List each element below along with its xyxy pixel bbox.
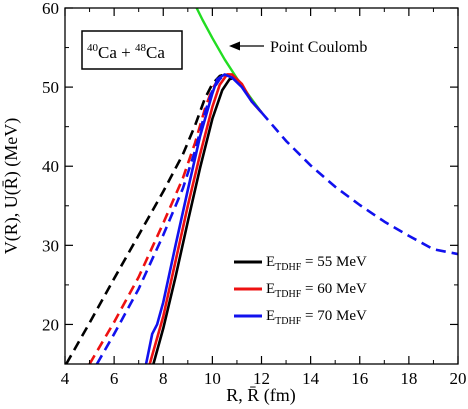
system-a-element: Ca	[98, 43, 117, 62]
system-b-element: Ca	[146, 43, 165, 62]
legend-entry-70: ETDHF = 70 MeV	[234, 308, 367, 327]
y-tick-label: 20	[42, 315, 59, 334]
legend-label-60-value: = 60 MeV	[301, 281, 367, 297]
legend-label-60-sub: TDHF	[275, 289, 302, 300]
x-tick-label: 16	[351, 369, 368, 388]
legend-label-55-value: = 55 MeV	[301, 254, 367, 270]
x-tick-label: 20	[450, 369, 467, 388]
x-tick-label: 14	[302, 369, 320, 388]
x-tick-label: 8	[159, 369, 168, 388]
system-label-box	[81, 30, 183, 70]
legend-label-55: ETDHF = 55 MeV	[266, 254, 367, 273]
series-line-red-solid	[148, 73, 263, 364]
system-label: 40Ca + 48Ca	[81, 30, 183, 70]
legend-label-60: ETDHF = 60 MeV	[266, 281, 367, 300]
tick-layer: 4 6 8 10 12 14 16 18 20 20 30 40 50 60	[42, 0, 467, 388]
legend-label-70-value: = 70 MeV	[301, 308, 367, 324]
x-tick-label: 18	[400, 369, 417, 388]
system-plus: +	[117, 43, 135, 62]
legend-entry-60: ETDHF = 60 MeV	[234, 281, 367, 300]
legend-label-70: ETDHF = 70 MeV	[266, 308, 367, 327]
x-axis-label: R, R̄ (fm)	[226, 385, 296, 406]
x-tick-label: 12	[253, 369, 270, 388]
y-axis-label: V(R), U(R̄) (MeV)	[1, 118, 22, 254]
series-line-black-dashed	[65, 73, 226, 364]
series-line-blue-solid	[144, 73, 263, 364]
legend-entry-55: ETDHF = 55 MeV	[234, 254, 367, 273]
x-tick-label: 6	[110, 369, 119, 388]
legend-label-70-sub: TDHF	[275, 316, 302, 327]
annotation-arrowhead-icon	[229, 41, 240, 51]
series-line-coulomb-tail	[260, 111, 458, 256]
system-b-mass: 48	[135, 42, 147, 54]
y-tick-label: 60	[42, 0, 59, 18]
y-tick-label: 30	[42, 236, 59, 255]
legend-label-70-main: E	[266, 308, 275, 324]
legend-label-60-main: E	[266, 281, 275, 297]
y-tick-label: 50	[42, 78, 59, 97]
annotation-label: Point Coulomb	[270, 39, 367, 56]
system-a-mass: 40	[87, 42, 99, 54]
x-tick-label: 4	[61, 369, 70, 388]
series-line-coulomb	[195, 8, 263, 114]
y-tick-label: 40	[42, 157, 59, 176]
system-label-text: 40Ca + 48Ca	[87, 42, 165, 62]
series-layer	[65, 8, 458, 364]
legend-label-55-sub: TDHF	[275, 262, 302, 273]
legend: ETDHF = 55 MeV ETDHF = 60 MeV ETDHF = 70…	[234, 254, 367, 327]
x-tick-label: 10	[204, 369, 221, 388]
legend-label-55-main: E	[266, 254, 275, 270]
point-coulomb-annotation: Point Coulomb	[229, 39, 367, 56]
